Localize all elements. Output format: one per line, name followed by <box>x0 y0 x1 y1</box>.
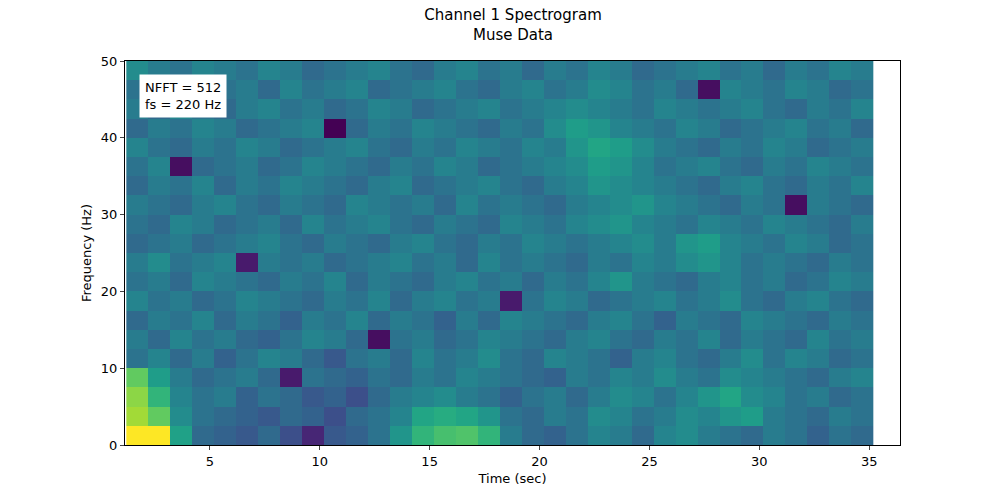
svg-text:20: 20 <box>531 454 548 469</box>
svg-text:Channel 1 SpectrogramMuse Data: Channel 1 SpectrogramMuse Data <box>424 6 602 44</box>
svg-text:Time (sec): Time (sec) <box>477 471 546 486</box>
svg-text:0: 0 <box>109 438 117 453</box>
svg-text:5: 5 <box>206 454 214 469</box>
svg-text:30: 30 <box>751 454 768 469</box>
svg-text:Frequency (Hz): Frequency (Hz) <box>79 204 94 302</box>
svg-text:NFFT = 512fs = 220 Hz: NFFT = 512fs = 220 Hz <box>145 80 221 112</box>
svg-text:25: 25 <box>641 454 658 469</box>
svg-text:15: 15 <box>421 454 438 469</box>
svg-text:50: 50 <box>101 54 118 69</box>
svg-text:40: 40 <box>101 130 118 145</box>
svg-text:30: 30 <box>101 207 118 222</box>
svg-text:20: 20 <box>101 284 118 299</box>
svg-text:35: 35 <box>861 454 878 469</box>
svg-text:10: 10 <box>101 361 118 376</box>
svg-text:10: 10 <box>311 454 328 469</box>
